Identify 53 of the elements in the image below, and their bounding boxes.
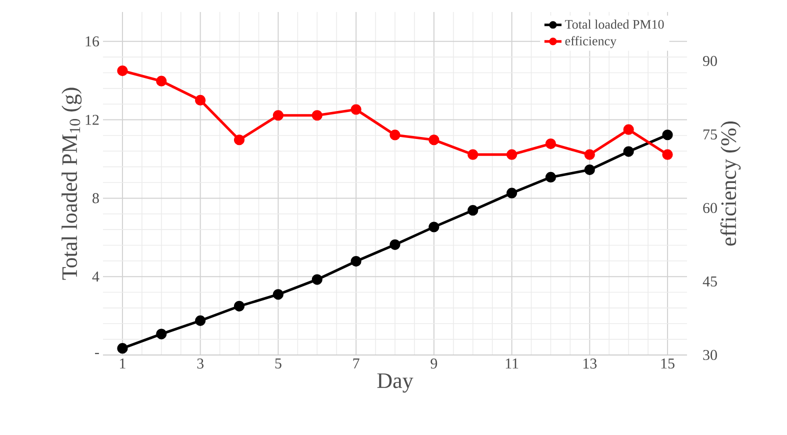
point	[117, 65, 128, 76]
point	[350, 256, 362, 267]
legend-label: Total loaded PM10	[565, 20, 664, 29]
point	[350, 104, 362, 115]
point	[623, 146, 634, 157]
point	[312, 110, 322, 121]
point	[234, 300, 245, 312]
y-tick-label: 12	[86, 114, 99, 125]
point	[312, 274, 322, 285]
y-tick-label: -	[95, 352, 99, 354]
point	[234, 134, 245, 146]
point	[623, 124, 634, 135]
x-tick-label: 13	[583, 358, 597, 369]
y2-tick-label: 60	[703, 202, 717, 214]
x-tick-label: 1	[120, 358, 126, 368]
point	[545, 172, 556, 183]
point	[390, 130, 400, 140]
x-tick-label: 7	[353, 358, 360, 368]
y-tick-label: 16	[86, 36, 100, 46]
y-axis-title: Total loaded PM$_{10}$ (g)	[62, 88, 82, 280]
point	[584, 149, 595, 160]
point	[468, 205, 478, 216]
legend-label: efficiency	[565, 36, 616, 48]
x-tick-label: 11	[506, 358, 518, 368]
point	[428, 134, 440, 146]
x-tick-label: 15	[661, 358, 674, 369]
point	[584, 164, 595, 176]
x-axis-title: Day	[377, 373, 414, 393]
point	[195, 94, 206, 106]
x-tick-label: 3	[197, 358, 204, 369]
point	[506, 149, 518, 160]
point	[117, 343, 128, 354]
point	[390, 239, 400, 250]
y2-tick-label: 30	[703, 350, 717, 360]
point	[156, 76, 167, 86]
point	[272, 289, 284, 300]
point	[506, 188, 518, 198]
y-tick-label: 8	[92, 193, 99, 204]
y2-axis-title: efficiency (%)	[720, 121, 741, 246]
point	[272, 110, 284, 121]
point	[468, 149, 478, 160]
point	[428, 222, 440, 232]
point	[662, 149, 673, 160]
point	[545, 138, 556, 150]
y-tick-label: 4	[92, 272, 100, 282]
point	[195, 315, 206, 326]
point	[662, 130, 673, 140]
x-tick-label: 5	[275, 358, 282, 368]
y2-tick-label: 75	[704, 130, 717, 140]
point	[156, 328, 167, 340]
x-tick-label: 9	[430, 358, 438, 369]
y2-tick-label: 45	[702, 276, 717, 286]
y2-tick-label: 90	[703, 56, 717, 66]
